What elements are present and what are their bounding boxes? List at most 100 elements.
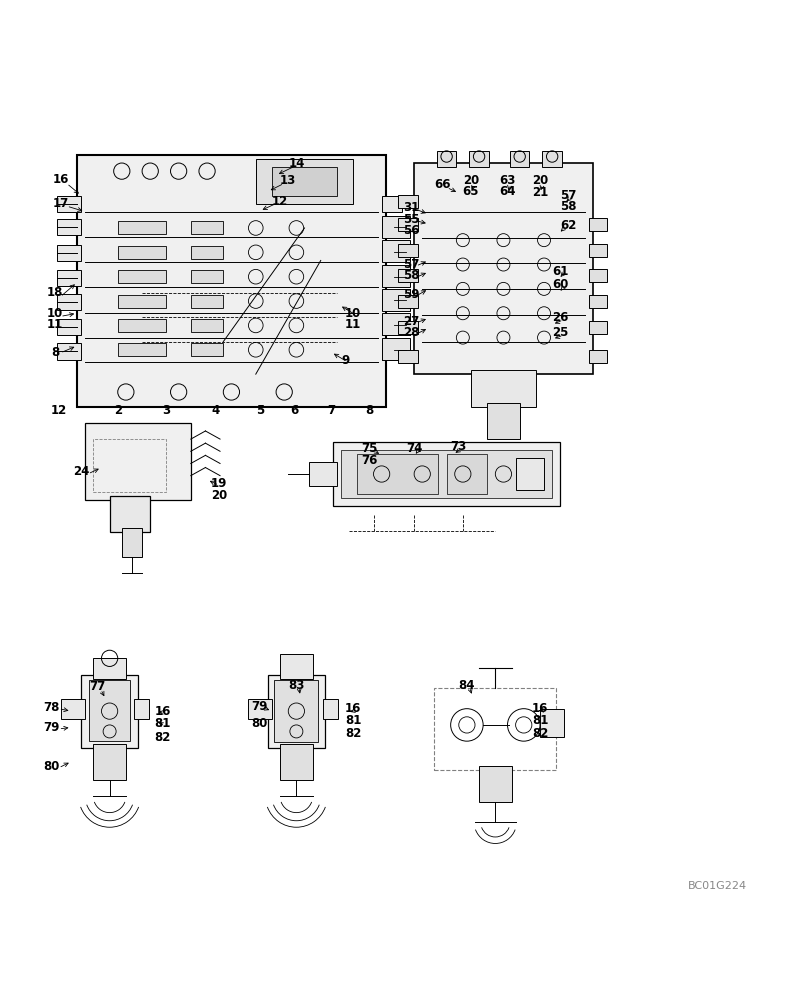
Bar bbox=[308, 462, 337, 486]
Text: 81: 81 bbox=[531, 714, 547, 727]
Text: 10: 10 bbox=[345, 307, 361, 320]
Text: 8: 8 bbox=[365, 404, 373, 417]
Bar bbox=[397, 244, 418, 257]
Bar bbox=[434, 688, 556, 770]
Bar bbox=[588, 350, 606, 363]
Text: 57: 57 bbox=[560, 189, 576, 202]
Bar bbox=[381, 196, 401, 212]
Bar bbox=[381, 216, 410, 238]
Text: 24: 24 bbox=[73, 465, 89, 478]
Text: 16: 16 bbox=[53, 173, 69, 186]
Text: 3: 3 bbox=[162, 404, 170, 417]
Bar bbox=[381, 294, 401, 310]
Bar bbox=[588, 269, 606, 282]
Bar bbox=[381, 338, 410, 360]
Text: 82: 82 bbox=[531, 727, 547, 740]
Bar bbox=[381, 240, 410, 262]
Bar bbox=[469, 151, 488, 167]
Bar bbox=[397, 321, 418, 334]
Bar bbox=[542, 151, 561, 167]
Bar bbox=[397, 195, 418, 208]
Bar bbox=[280, 654, 312, 679]
Bar bbox=[57, 319, 81, 335]
Bar bbox=[57, 270, 81, 286]
Bar bbox=[81, 675, 138, 748]
Bar bbox=[487, 403, 519, 439]
Text: 20: 20 bbox=[531, 174, 547, 187]
Text: 82: 82 bbox=[154, 731, 170, 744]
Bar bbox=[57, 294, 81, 310]
Text: 17: 17 bbox=[53, 197, 69, 210]
Text: 58: 58 bbox=[560, 200, 576, 213]
Bar bbox=[93, 658, 126, 679]
Text: 75: 75 bbox=[361, 442, 377, 455]
Text: 5: 5 bbox=[255, 404, 264, 417]
Bar bbox=[515, 458, 543, 490]
Text: 74: 74 bbox=[406, 442, 422, 455]
Bar bbox=[191, 270, 223, 283]
Text: 55: 55 bbox=[403, 213, 419, 226]
Bar bbox=[341, 450, 551, 498]
Bar bbox=[397, 269, 418, 282]
Text: 80: 80 bbox=[43, 760, 59, 773]
Bar bbox=[478, 766, 511, 802]
Text: 4: 4 bbox=[211, 404, 219, 417]
Text: 79: 79 bbox=[251, 700, 268, 713]
Bar bbox=[122, 528, 142, 557]
Bar bbox=[381, 245, 401, 261]
Text: 7: 7 bbox=[327, 404, 335, 417]
Text: 78: 78 bbox=[43, 701, 59, 714]
Bar bbox=[280, 744, 312, 780]
Text: 58: 58 bbox=[403, 269, 419, 282]
Bar bbox=[57, 245, 81, 261]
Text: 6: 6 bbox=[290, 404, 298, 417]
Text: 56: 56 bbox=[403, 224, 419, 237]
Bar bbox=[85, 423, 191, 500]
Bar bbox=[89, 680, 130, 741]
Bar bbox=[397, 218, 418, 231]
Bar bbox=[397, 350, 418, 363]
Bar bbox=[57, 343, 81, 360]
Text: 16: 16 bbox=[345, 702, 361, 715]
Text: 13: 13 bbox=[280, 174, 296, 187]
Bar bbox=[333, 442, 560, 506]
Bar bbox=[191, 295, 223, 308]
Text: 25: 25 bbox=[551, 326, 568, 339]
Bar bbox=[93, 439, 166, 492]
Text: 20: 20 bbox=[462, 174, 478, 187]
Text: 12: 12 bbox=[51, 404, 67, 417]
Bar bbox=[323, 699, 337, 719]
Bar bbox=[381, 313, 410, 335]
Text: 77: 77 bbox=[89, 680, 105, 693]
Text: 18: 18 bbox=[47, 286, 63, 299]
Bar bbox=[381, 343, 401, 360]
Bar bbox=[247, 699, 272, 719]
Text: 73: 73 bbox=[450, 440, 466, 453]
Bar bbox=[357, 454, 438, 494]
Bar bbox=[509, 151, 529, 167]
Text: 81: 81 bbox=[154, 717, 170, 730]
Text: 28: 28 bbox=[403, 326, 419, 339]
Bar bbox=[191, 343, 223, 356]
Text: 11: 11 bbox=[345, 318, 361, 331]
Text: 11: 11 bbox=[47, 318, 63, 331]
Text: 31: 31 bbox=[403, 201, 419, 214]
Text: BC01G224: BC01G224 bbox=[687, 881, 746, 891]
Bar bbox=[381, 265, 410, 287]
Bar bbox=[118, 343, 166, 356]
Text: 26: 26 bbox=[551, 311, 568, 324]
Bar bbox=[539, 709, 564, 737]
Text: 62: 62 bbox=[560, 219, 576, 232]
Bar bbox=[381, 319, 401, 335]
Text: 65: 65 bbox=[462, 185, 478, 198]
Text: 57: 57 bbox=[403, 258, 419, 271]
Text: 76: 76 bbox=[361, 454, 377, 467]
Bar bbox=[61, 699, 85, 719]
Bar bbox=[118, 246, 166, 259]
Bar bbox=[381, 270, 401, 286]
Text: 66: 66 bbox=[434, 178, 450, 191]
Text: 59: 59 bbox=[403, 288, 419, 301]
Text: 80: 80 bbox=[251, 717, 268, 730]
Text: 84: 84 bbox=[458, 679, 474, 692]
Text: 9: 9 bbox=[341, 354, 349, 367]
